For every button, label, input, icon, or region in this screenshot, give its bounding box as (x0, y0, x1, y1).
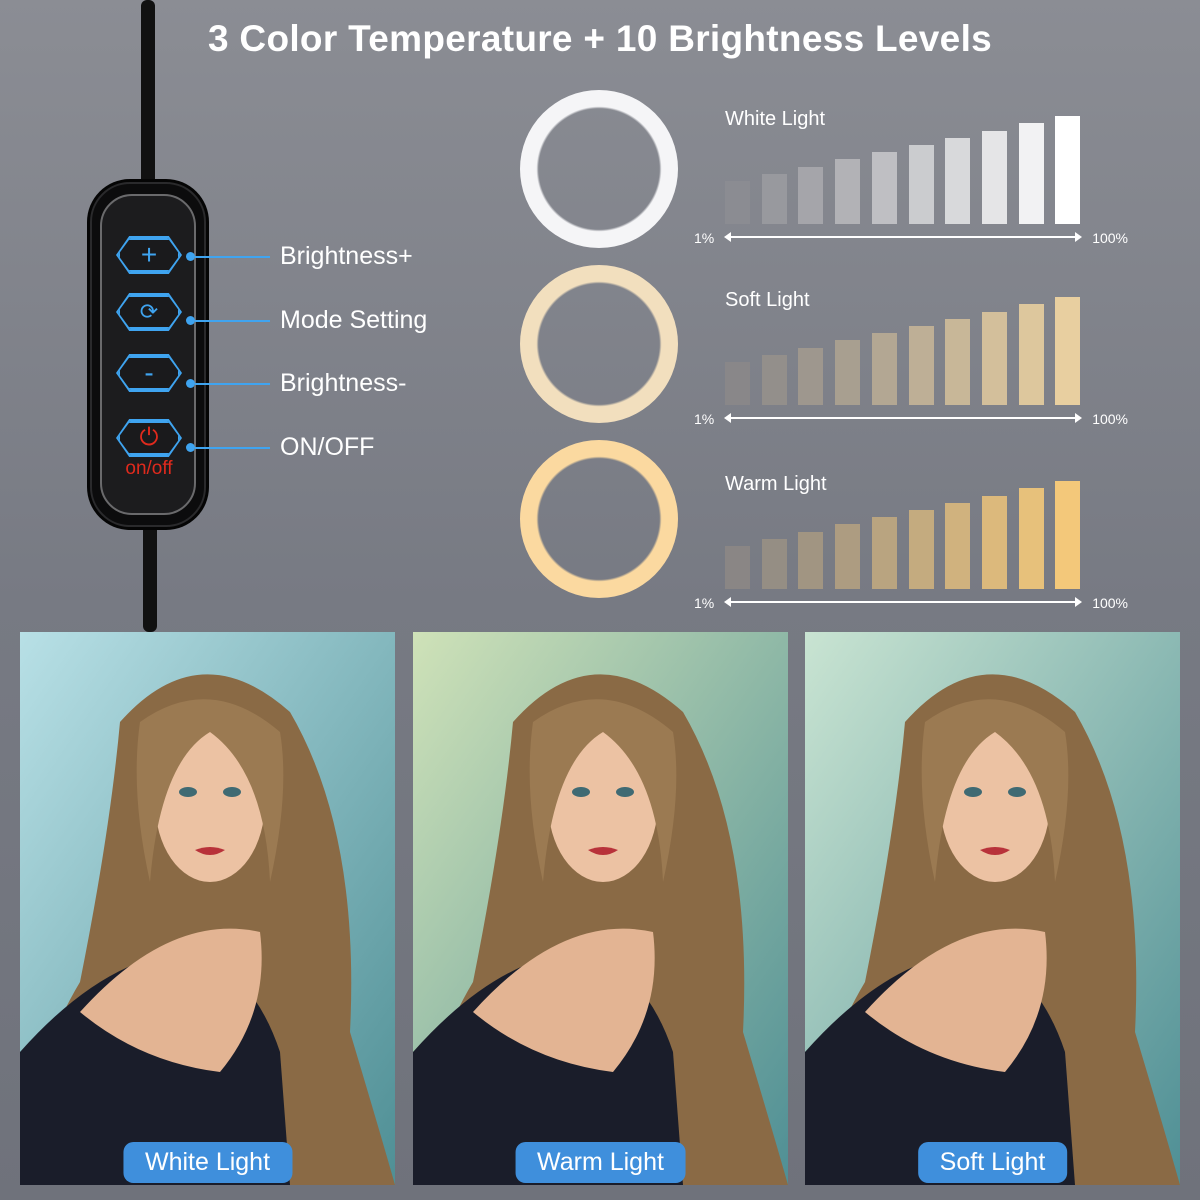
callout-brightness-up: Brightness+ (186, 242, 413, 271)
brightness-level-bar (835, 159, 861, 224)
portrait-image (805, 632, 1180, 1185)
photo-white-light: White Light (20, 632, 395, 1185)
mode-name: White Light (725, 108, 826, 130)
brightness-level-bar (1055, 481, 1081, 589)
ring-warm (520, 440, 678, 598)
brightness-level-bar (945, 137, 971, 224)
callout-label: Brightness- (280, 369, 407, 397)
brightness-level-bar (761, 538, 787, 589)
brightness-level-bar (945, 318, 971, 405)
brightness-level-bar (761, 354, 787, 405)
brightness-level-bar (835, 340, 861, 405)
power-button[interactable]: ⏻ (118, 421, 180, 455)
brightness-level-bar (798, 531, 824, 589)
portrait-image (20, 632, 395, 1185)
brightness-level-bar (981, 311, 1007, 405)
brightness-down-button[interactable]: - (118, 356, 180, 390)
brightness-level-bar (871, 152, 897, 224)
brightness-level-bar (725, 362, 750, 405)
mode-name: Soft Light (725, 289, 810, 311)
remote-controller: + ⟳ - ⏻ on/off (90, 182, 206, 527)
power-label: on/off (125, 458, 173, 479)
range-arrow (724, 413, 1082, 423)
photo-warm-light: Warm Light (413, 632, 788, 1185)
callout-label: ON/OFF (280, 433, 375, 461)
photo-label: Warm Light (515, 1142, 686, 1183)
page-title: 3 Color Temperature + 10 Brightness Leve… (207, 18, 993, 59)
brightness-level-bar (725, 546, 750, 589)
brightness-level-bar (761, 173, 787, 224)
brightness-level-bar (798, 347, 824, 405)
callout-label: Mode Setting (280, 306, 428, 334)
brightness-scale-warm: Warm Light 1% 100% (690, 473, 1140, 613)
cable-bottom (143, 520, 157, 632)
brightness-level-bar (908, 145, 934, 224)
cable-top (141, 0, 155, 190)
plus-icon: + (140, 239, 158, 270)
brightness-level-bar (871, 517, 897, 589)
portrait-image (413, 632, 788, 1185)
min-label: 1% (694, 595, 715, 611)
minus-icon: - (144, 357, 154, 388)
brightness-level-bar (981, 495, 1007, 589)
photo-soft-light: Soft Light (805, 632, 1180, 1185)
photo-label: White Light (122, 1142, 293, 1183)
power-icon: ⏻ (139, 424, 159, 451)
callout-label: Brightness+ (280, 242, 413, 270)
photo-label: Soft Light (917, 1142, 1068, 1183)
brightness-level-bar (908, 510, 934, 589)
ring-soft (520, 265, 678, 423)
range-arrow (724, 232, 1082, 242)
brightness-up-button[interactable]: + (118, 238, 180, 272)
brightness-level-bar (1055, 297, 1081, 405)
brightness-scale-soft: Soft Light 1% 100% (690, 289, 1140, 429)
brightness-level-bar (725, 181, 750, 224)
brightness-level-bar (1018, 304, 1044, 405)
mode-button[interactable]: ⟳ (118, 295, 180, 329)
brightness-level-bar (1018, 123, 1044, 224)
brightness-level-bar (798, 166, 824, 224)
brightness-level-bar (945, 502, 971, 589)
mode-name: Warm Light (725, 473, 827, 495)
callout-mode: Mode Setting (186, 306, 427, 335)
max-label: 100% (1092, 230, 1128, 246)
max-label: 100% (1092, 595, 1128, 611)
min-label: 1% (694, 230, 715, 246)
brightness-level-bar (835, 524, 861, 589)
brightness-level-bar (1018, 488, 1044, 589)
ring-white (520, 90, 678, 248)
callout-power: ON/OFF (186, 433, 374, 462)
brightness-level-bar (1055, 116, 1081, 224)
brightness-level-bar (871, 333, 897, 405)
range-arrow (724, 597, 1082, 607)
brightness-level-bar (908, 326, 934, 405)
cycle-icon: ⟳ (139, 299, 159, 324)
min-label: 1% (694, 411, 715, 427)
callout-brightness-down: Brightness- (186, 369, 406, 398)
brightness-level-bar (981, 130, 1007, 224)
max-label: 100% (1092, 411, 1128, 427)
brightness-scale-white: White Light 1% 100% (690, 108, 1140, 248)
